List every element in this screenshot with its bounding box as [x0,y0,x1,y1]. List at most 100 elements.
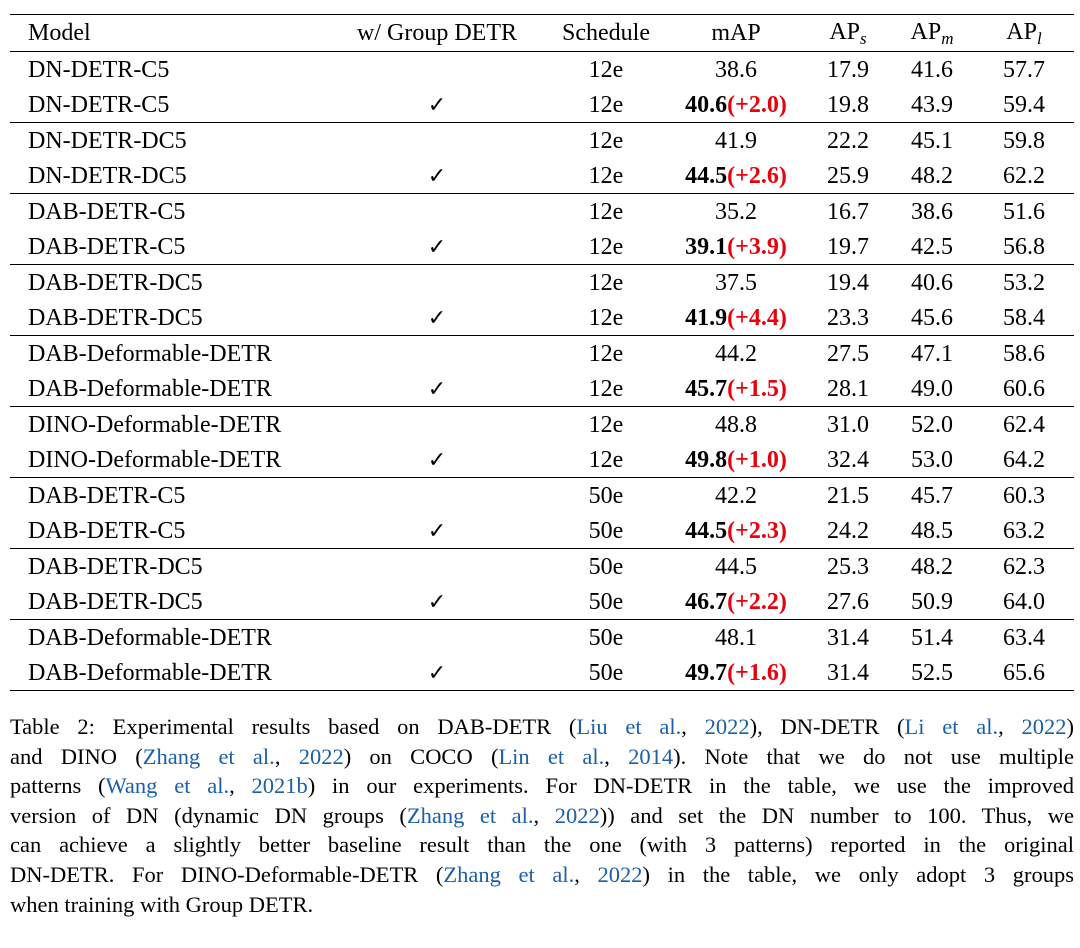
citation-link[interactable]: 2022 [298,743,344,769]
table-row: DAB-DETR-C5 12e 35.2 16.7 38.6 51.6 [10,194,1074,230]
cell-group-detr: ✓ [328,442,546,478]
map-value: 49.7 [685,659,728,686]
cell-schedule: 12e [546,87,666,123]
citation-link[interactable]: Zhang et al. [406,802,534,828]
citation-link[interactable]: 2021b [251,773,308,799]
caption-text: when training with Group DETR. [10,891,314,917]
cell-ap-medium: 45.6 [890,300,974,336]
header-ap-small-sub: s [860,28,867,48]
caption-line: when training with Group DETR. [10,890,1074,920]
map-value: 41.9 [715,127,757,154]
header-ap-small: APs [806,14,890,52]
cell-ap-large: 64.0 [974,584,1074,620]
citation-link[interactable]: 2022 [704,714,750,739]
citation-link[interactable]: 2022 [597,861,643,887]
cell-model: DINO-Deformable-DETR [28,411,282,438]
caption-text: Table 2: Experimental results based on D… [10,714,577,739]
cell-ap-large: 58.6 [1003,340,1045,367]
cell-ap-small: 16.7 [827,198,869,225]
cell-model: DAB-DETR-C5 [10,229,328,265]
map-value: 38.6 [715,56,757,83]
cell-model: DAB-DETR-DC5 [10,584,328,620]
caption-text: ) on COCO ( [343,743,499,769]
header-schedule: Schedule [546,14,666,52]
cell-model: DN-DETR-DC5 [10,158,328,194]
citation-link[interactable]: Zhang et al. [443,861,575,887]
cell-schedule: 50e [546,513,666,549]
cell-model: DN-DETR-C5 [28,56,170,83]
map-value: 35.2 [715,198,757,225]
caption-text: , [681,714,705,739]
cell-ap-medium: 48.2 [890,158,974,194]
check-mark-icon: ✓ [427,376,447,402]
caption-line: DN-DETR. For DINO-Deformable-DETR (Zhang… [10,860,1074,890]
cell-schedule: 12e [546,229,666,265]
cell-group-detr [328,123,546,159]
map-gain: (+1.6) [727,659,787,686]
cell-ap-small: 17.9 [827,56,869,83]
cell-schedule: 50e [588,624,624,651]
citation-link[interactable]: 2022 [1021,714,1067,739]
cell-schedule: 50e [588,553,624,580]
caption-text: , [533,802,555,828]
cell-group-detr [328,336,546,372]
cell-model: DAB-DETR-DC5 [10,300,328,336]
citation-link[interactable]: Zhang et al. [142,743,275,769]
citation-link[interactable]: Wang et al. [105,773,230,799]
cell-ap-medium: 38.6 [911,198,953,225]
map-value: 46.7 [685,588,728,615]
header-ap-large-base: AP [1006,18,1037,45]
citation-link[interactable]: 2022 [554,802,600,828]
cell-group-detr [328,549,546,585]
cell-schedule: 12e [588,198,624,225]
cell-ap-medium: 43.9 [890,87,974,123]
check-mark-icon: ✓ [427,163,447,189]
table-row: DAB-Deformable-DETR ✓ 50e 49.7(+1.6) 31.4 52.… [10,655,1074,691]
map-value: 37.5 [715,269,757,296]
table-body: DN-DETR-C5 12e 38.6 17.9 41.6 57.7 DN-DETR-C5 ✓… [10,52,1074,691]
citation-link[interactable]: Lin et al. [498,743,605,769]
cell-model: DAB-DETR-C5 [28,482,186,509]
citation-link[interactable]: Li et al. [904,714,999,739]
results-table: Model w/ Group DETR Schedule mAP APs APm… [10,14,1074,691]
caption-text: and DINO ( [10,743,143,769]
cell-model: DAB-Deformable-DETR [28,624,272,651]
map-value: 42.2 [715,482,757,509]
caption-line: version of DN (dynamic DN groups (Zhang … [10,801,1074,831]
cell-model: DAB-DETR-C5 [28,198,186,225]
citation-link[interactable]: Liu et al. [576,714,682,739]
cell-ap-medium: 50.9 [890,584,974,620]
cell-ap-medium: 51.4 [911,624,953,651]
cell-schedule: 12e [588,411,624,438]
cell-ap-small: 27.6 [806,584,890,620]
cell-schedule: 12e [588,56,624,83]
caption-line: Table 2: Experimental results based on D… [10,712,1074,742]
cell-map: 44.5(+2.6) [666,158,806,194]
check-mark-icon: ✓ [427,447,447,473]
cell-schedule: 12e [588,269,624,296]
cell-ap-medium: 47.1 [911,340,953,367]
cell-ap-small: 25.9 [806,158,890,194]
map-value: 45.7 [685,375,728,402]
cell-group-detr: ✓ [328,87,546,123]
cell-ap-large: 64.2 [974,442,1074,478]
cell-ap-small: 19.7 [806,229,890,265]
caption-text: ) in the table, we only adopt 3 groups [642,861,1074,887]
cell-ap-medium: 48.5 [890,513,974,549]
cell-schedule: 12e [546,442,666,478]
cell-ap-small: 25.3 [827,553,869,580]
cell-model: DN-DETR-DC5 [28,127,187,154]
table-row: DN-DETR-DC5 12e 41.9 22.2 45.1 59.8 [10,123,1074,159]
header-ap-medium: APm [890,14,974,52]
cell-ap-medium: 45.1 [911,127,953,154]
caption-text: , [604,743,629,769]
caption-text: ). Note that we do not use multiple [673,743,1074,769]
cell-ap-large: 62.4 [1003,411,1045,438]
cell-group-detr: ✓ [328,371,546,407]
table-row: DAB-DETR-DC5 50e 44.5 25.3 48.2 62.3 [10,549,1074,585]
citation-link[interactable]: 2014 [628,743,674,769]
header-model: Model [10,14,328,52]
map-value: 44.5 [685,517,728,544]
header-group-detr: w/ Group DETR [328,14,546,52]
